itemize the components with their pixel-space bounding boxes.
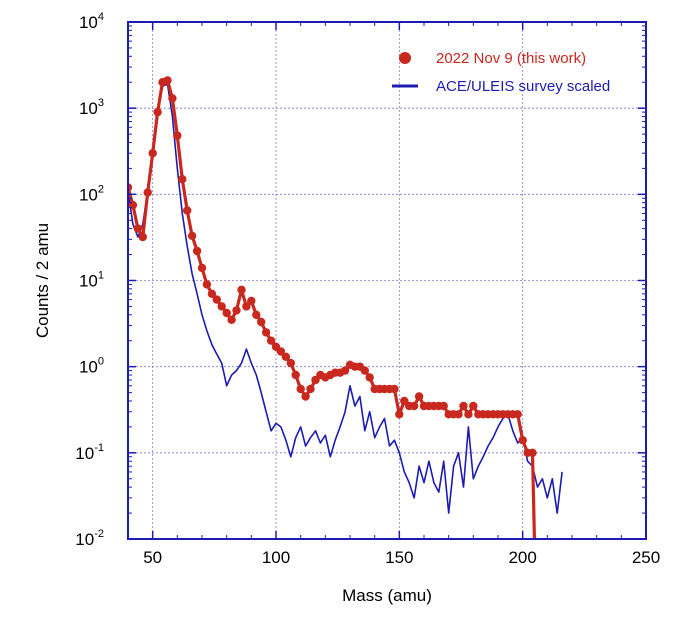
data-point [266,336,276,345]
data-point [301,392,310,401]
x-axis-title: Mass (amu) [342,586,432,605]
data-point [365,373,374,382]
data-point [168,94,177,103]
data-point [247,296,256,306]
y-tick-label: 102 [79,183,104,204]
data-point [133,224,143,233]
data-point [192,246,202,256]
data-point [207,289,217,298]
x-tick-label: 200 [508,548,536,567]
data-point [390,384,399,394]
data-point [464,410,473,419]
data-point [414,392,424,401]
data-point [291,370,300,380]
data-point [148,149,157,158]
data-point [217,302,226,311]
data-point [227,315,236,324]
data-point [178,175,187,184]
data-point [469,401,478,411]
data-point [237,285,246,294]
data-point [202,280,212,289]
data-point [286,358,295,368]
legend-label: 2022 Nov 9 (this work) [436,50,586,67]
data-point [395,410,404,419]
data-point [439,401,448,411]
series-2022-nov-9-this-work [128,76,537,539]
data-point [409,401,419,411]
data-point [183,206,192,215]
y-tick-label: 10-1 [75,442,104,463]
data-point [153,107,162,117]
y-tick-label: 104 [79,11,104,32]
data-point [138,232,147,242]
axis-ticks [127,21,647,540]
x-tick-label: 100 [262,548,290,567]
data-point [232,306,241,315]
legend: 2022 Nov 9 (this work) ACE/ULEIS survey s… [392,50,610,95]
data-point [197,263,207,273]
data-point [173,131,182,140]
y-tick-label: 103 [79,97,104,118]
y-tick-label: 100 [79,356,104,377]
x-tick-label: 150 [385,548,413,567]
data-point [257,317,266,327]
y-axis-title: Counts / 2 amu [33,223,52,338]
data-point [306,384,315,394]
data-point [242,302,251,311]
y-tick-label: 10-2 [75,528,104,549]
data-point [276,347,286,356]
legend-marker [399,52,411,64]
series-line-2022-nov-9-this-work [128,78,537,539]
data-point [212,295,221,304]
data-point [222,308,231,318]
legend-label: ACE/ULEIS survey scaled [436,78,610,95]
data-point [518,436,527,445]
tick-labels: 50 100 150 200 250 10-2 10-1 100 101 102 103 104 [75,11,660,567]
data-point [163,76,172,85]
data-point [340,366,350,375]
data-point [296,384,305,394]
series-line-ace-uleis-survey-scaled [128,83,563,514]
series-layer [128,76,563,539]
data-point [281,352,291,361]
x-tick-label: 50 [143,548,162,567]
series-ace-uleis-survey-scaled [128,83,563,514]
x-tick-label: 250 [632,548,660,567]
data-point [252,310,261,319]
data-point [187,231,197,240]
data-point [528,448,537,457]
data-point [513,410,522,419]
data-point [360,366,369,375]
data-point [128,183,133,192]
data-point [261,328,271,337]
y-tick-label: 101 [79,270,104,291]
data-point [459,401,468,411]
data-point [454,410,463,419]
data-point [143,188,152,197]
